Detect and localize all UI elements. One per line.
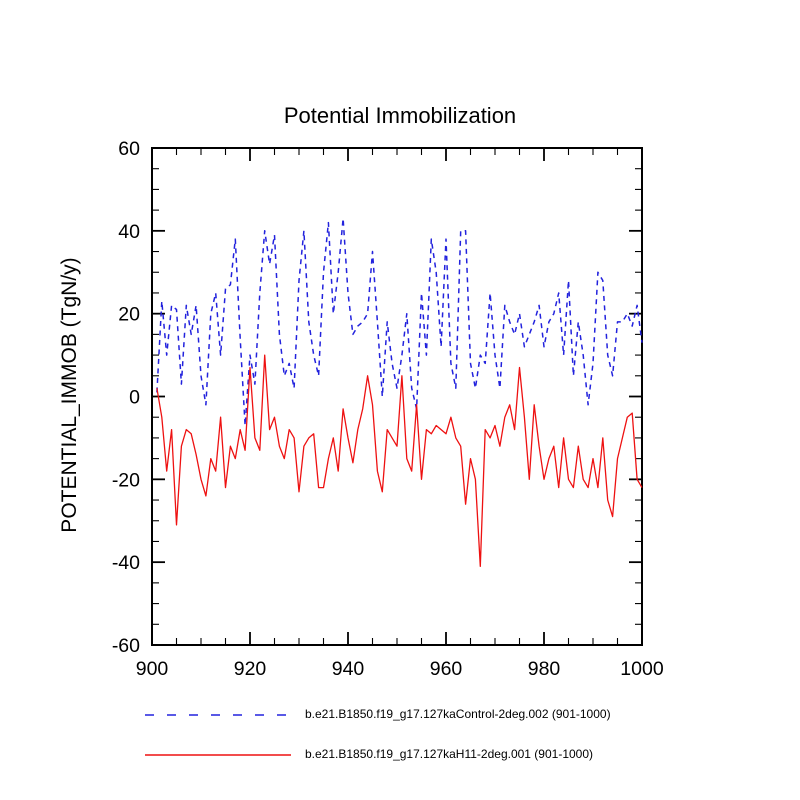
legend-item-control: b.e21.B1850.f19_g17.127kaControl-2deg.00…: [143, 704, 763, 724]
x-tick-label: 980: [528, 658, 561, 680]
x-tick-label: 1000: [620, 658, 664, 680]
legend-label-control: b.e21.B1850.f19_g17.127kaControl-2deg.00…: [305, 707, 611, 721]
legend: b.e21.B1850.f19_g17.127kaControl-2deg.00…: [143, 704, 763, 784]
y-tick-label: -20: [112, 469, 140, 491]
series-line-0: [156, 217, 643, 427]
legend-line-dashed-icon: [145, 714, 291, 716]
legend-label-h11: b.e21.B1850.f19_g17.127kaH11-2deg.001 (9…: [305, 747, 594, 761]
chart-title: Potential Immobilization: [283, 103, 517, 128]
y-tick-label: 20: [118, 304, 140, 326]
legend-line-solid-icon: [145, 754, 291, 756]
x-tick-label: 940: [332, 658, 365, 680]
legend-item-h11: b.e21.B1850.f19_g17.127kaH11-2deg.001 (9…: [143, 744, 763, 764]
y-tick-label: 60: [118, 138, 140, 160]
y-tick-label: 40: [118, 221, 140, 243]
series-line-1: [156, 354, 643, 567]
y-tick-label: -40: [112, 552, 140, 574]
x-tick-label: 920: [234, 658, 267, 680]
x-tick-label: 960: [430, 658, 463, 680]
x-tick-label: 900: [136, 658, 169, 680]
y-tick-label: 0: [129, 387, 140, 409]
y-tick-label: -60: [112, 635, 140, 657]
plot-frame: [151, 147, 643, 646]
